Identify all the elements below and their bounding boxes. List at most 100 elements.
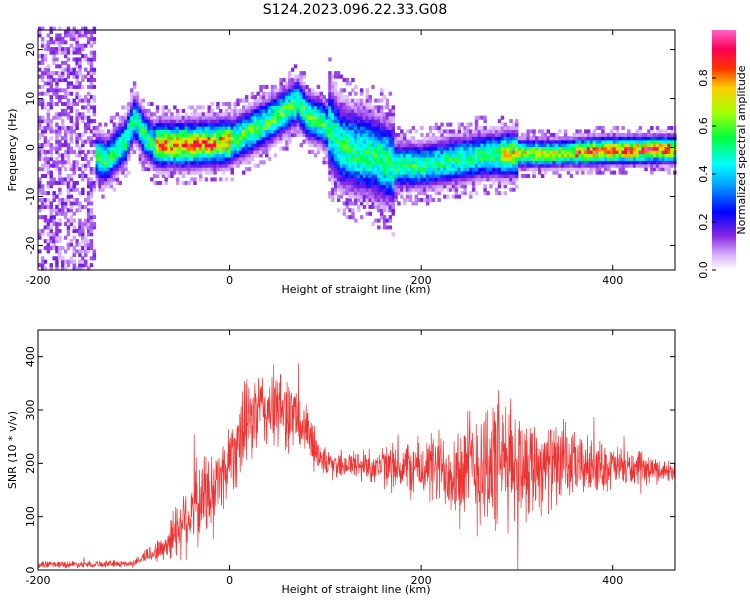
spectrogram-cell [52,160,56,165]
spectrogram-cell [81,143,85,148]
spectrogram-cell [322,102,326,107]
spectrogram-cell [477,163,482,168]
spectrogram-cell [155,132,160,137]
spectrogram-cell [207,105,211,110]
spectrogram-cell [624,143,628,148]
spectrogram-cell [193,167,197,172]
spectrogram-cell [592,132,597,137]
spectrogram-cell [293,122,298,127]
spectrogram-cell [670,160,674,165]
spectrogram-cell [38,91,42,96]
spectrogram-cell [164,129,168,134]
spectrogram-cell [242,115,246,120]
spectrogram-cells [38,26,677,271]
spectrogram-cell [517,156,522,161]
spectrogram-cell [382,180,387,185]
spectrogram-cell [43,129,48,134]
spectrogram-cell [469,177,473,182]
spectrogram-cell [75,187,79,192]
spectrogram-cell [69,256,74,261]
spectrogram-cell [230,122,234,127]
spectrogram-cell [437,160,441,165]
spectrogram-cell [49,143,53,148]
spectrogram-cell [38,156,42,161]
spectrogram-cell [224,146,229,151]
spectrogram-cell [89,187,94,192]
spectrogram-cell [552,132,556,137]
spectrogram-cell [124,112,128,117]
spectrogram-cell [290,98,295,103]
spectrogram-cell [380,129,384,134]
spectrogram-cell [296,74,301,79]
spectrogram-cell [486,150,490,155]
spectrogram-cell [509,187,513,192]
spectrogram-cell [40,184,45,189]
spectrogram-cell [506,167,510,172]
spectrogram-cell [661,160,666,165]
spectrogram-cell [477,156,482,161]
spectrogram-cell [89,84,94,89]
spectrogram-cell [446,143,450,148]
spectrogram-cell [267,122,272,127]
spectrogram-cell [38,228,42,233]
spectrogram-cell [641,150,645,155]
spectrogram-cell [506,139,510,144]
spectrogram-cell [423,163,427,168]
spectrogram-cell [601,126,605,131]
spectrogram-cell [69,71,74,76]
spectrogram-cell [259,84,263,89]
spectrogram-cell [466,153,470,158]
spectrogram-cell [423,167,427,172]
spectrogram-cell [196,156,200,161]
spectrogram-cell [256,150,260,155]
spectrogram-cell [259,108,263,113]
spectrogram-cell [552,150,556,155]
spectrogram-cell [417,174,421,179]
spectrogram-cell [345,126,349,131]
spectrogram-cell [661,129,666,134]
spectrogram-cell [302,102,306,107]
spectrogram-cell [558,153,562,158]
spectrogram-cell [158,146,163,151]
spectrogram-cell [55,122,59,127]
spectrogram-cell [305,129,309,134]
spectrogram-cell [127,115,131,120]
spectrogram-cell [641,132,645,137]
spectrogram-cell [253,105,257,110]
spectrogram-cell [446,187,450,192]
spectrogram-cell [40,198,45,203]
spectrogram-cell [632,143,637,148]
spectrogram-cell [247,143,252,148]
spectrogram-cell [334,119,338,124]
spectrogram-cell [377,115,381,120]
spectrogram-cell [210,112,214,117]
spectrogram-cell [288,112,292,117]
spectrogram-cell [563,132,568,137]
spectrogram-cell [75,208,79,213]
spectrogram-cell [227,146,232,151]
spectrogram-cell [339,139,344,144]
spectrogram-cell [81,112,85,117]
spectrogram-cell [319,91,324,96]
spectrogram-cell [334,95,338,100]
spectrogram-cell [84,249,88,254]
spectrogram-cell [155,115,160,120]
spectrogram-cell [86,194,91,199]
spectrogram-cell [492,156,496,161]
spectrogram-cell [262,108,266,113]
spectrogram-cell [365,136,370,141]
spectrogram-cell [368,187,372,192]
x-tick-label: 400 [602,274,623,287]
spectrogram-cell [339,163,344,168]
spectrogram-cell [104,177,108,182]
spectrogram-cell [457,156,462,161]
spectrogram-cell [408,187,413,192]
spectrogram-cell [609,129,614,134]
spectrogram-cell [425,139,430,144]
spectrogram-cell [115,122,120,127]
spectrogram-cell [124,143,128,148]
spectrogram-cell [365,105,370,110]
spectrogram-cell [463,146,467,151]
spectrogram-cell [256,153,260,158]
